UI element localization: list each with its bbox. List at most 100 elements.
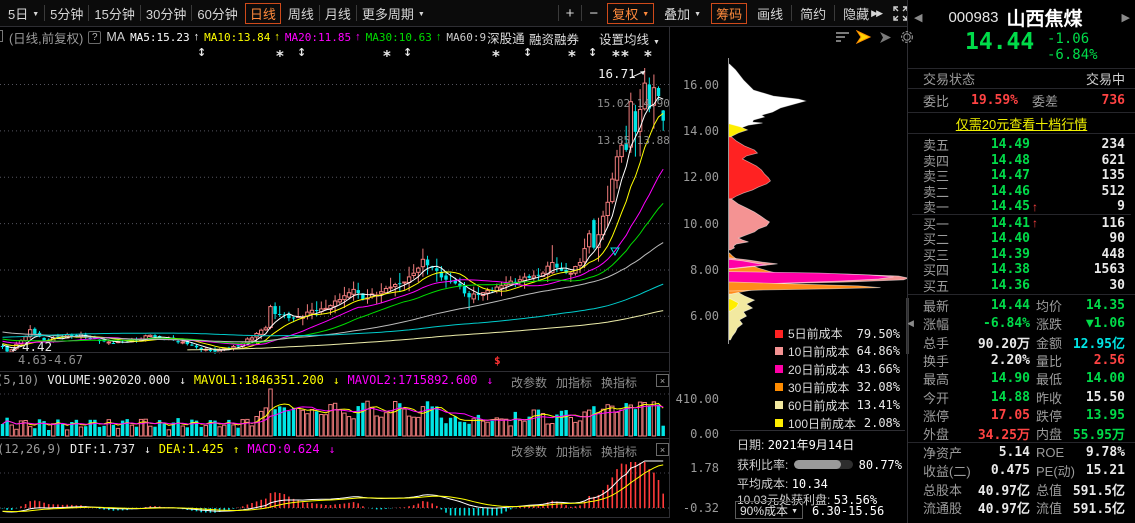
ob-level-label: 买一 <box>923 216 950 232</box>
toolbar-button-right-5[interactable]: 画线 <box>749 2 791 24</box>
event-star-marker[interactable]: * <box>383 47 391 65</box>
stat-label: 昨收 <box>1036 390 1063 406</box>
event-star-marker[interactable]: * <box>276 47 284 65</box>
event-arrow-marker[interactable]: ↕ <box>403 46 413 59</box>
ask-row-2: 卖二 14.46 512 <box>908 184 1135 200</box>
toolbar-separator <box>139 5 141 21</box>
macd-button-2[interactable]: 换指标 <box>601 445 638 459</box>
volume-value-0: VOLUME:902020.000 <box>47 373 171 387</box>
chart-mode-label: (日线,前复权) <box>9 31 84 46</box>
profit-ratio-bar <box>794 460 853 469</box>
legend-color-swatch <box>775 419 783 427</box>
tag-margin-trading[interactable]: 融资融券 <box>529 33 580 47</box>
main-chart-plot[interactable] <box>0 0 728 523</box>
stat-value: 591.5亿 <box>1072 501 1125 517</box>
ob-volume: 621 <box>1101 152 1125 168</box>
dea-line <box>2 464 664 513</box>
event-star-marker[interactable]: * <box>644 47 652 65</box>
toolbar-button-left-4[interactable]: 60分钟 <box>192 2 242 24</box>
stat-row-5: 今开 14.88 昨收 15.50 <box>908 389 1135 406</box>
stat-value: 12.95亿 <box>1072 336 1125 352</box>
trend-arrow-icon: ↑ <box>232 442 240 456</box>
event-arrow-marker[interactable]: ↕ <box>197 46 207 59</box>
next-stock-icon[interactable]: ▶ <box>1121 12 1130 24</box>
gear-icon[interactable] <box>900 30 914 44</box>
event-arrow-marker[interactable]: ↕ <box>588 46 598 59</box>
stat-label: 总值 <box>1036 482 1063 498</box>
ob-direction-arrow: ↑ <box>1032 216 1038 230</box>
toolbar-button-left-3[interactable]: 30分钟 <box>141 2 191 24</box>
ma120-line <box>2 283 664 338</box>
volume-button-2[interactable]: 换指标 <box>601 376 638 390</box>
yellow-flag-icon[interactable] <box>856 30 872 44</box>
toolbar-button-left-7[interactable]: 月线 <box>320 2 356 24</box>
fin-row-0: 净资产 5.14 ROE 9.78% <box>908 444 1135 461</box>
ask-row-1: 卖一 14.45 ↑ 9 <box>908 199 1135 215</box>
ob-price: 14.47 <box>990 168 1030 183</box>
stat-label: 金额 <box>1036 335 1063 351</box>
trend-arrow-icon: ↑ <box>274 31 280 43</box>
ma20-line <box>2 168 664 346</box>
ob-level-label: 卖五 <box>923 138 950 153</box>
cost-range-dropdown[interactable]: 90%成本 ▼ <box>735 501 803 519</box>
toolbar-button-left-1[interactable]: 5分钟 <box>45 2 88 24</box>
stat-value: 14.44 <box>990 298 1030 313</box>
chip-date-row: 日期: 2021年9月14日 <box>737 436 854 453</box>
event-star-marker[interactable]: * <box>621 47 629 65</box>
toolbar-button-right-1[interactable]: − <box>582 2 605 24</box>
event-arrow-marker[interactable]: ↕ <box>523 46 533 59</box>
chip-legend-item: 10日前成本 64.86% <box>775 343 900 360</box>
gray-flag-icon[interactable] <box>879 31 893 44</box>
toolbar-button-right-2[interactable]: 复权 ▼ <box>607 2 655 24</box>
date-label: 日期: <box>737 438 765 452</box>
bid-row-4: 买四 14.38 1563 <box>908 262 1135 278</box>
toolbar-button-left-5[interactable]: 日线 <box>244 2 281 24</box>
help-icon[interactable]: ? <box>88 30 102 44</box>
profit-ratio-label: 获利比率: <box>737 458 789 472</box>
trade-status-value: 交易中 <box>1085 72 1125 87</box>
list-icon[interactable] <box>836 31 849 43</box>
bid-row-5: 买五 14.36 30 <box>908 278 1135 294</box>
macd-button-0[interactable]: 改参数 <box>511 445 548 459</box>
profit-at-price-label: 10.03元处获利盘: <box>737 493 831 507</box>
toolbar-button-left-8[interactable]: 更多周期 ▼ <box>357 2 430 24</box>
toolbar-button-label: 隐藏 <box>843 6 870 22</box>
volume-value-2: MAVOL2:1715892.600 <box>347 373 478 387</box>
toolbar-button-left-2[interactable]: 15分钟 <box>89 2 139 24</box>
event-star-marker[interactable]: * <box>492 47 500 65</box>
volume-button-1[interactable]: 加指标 <box>556 376 593 390</box>
toolbar-button-right-3[interactable]: 叠加 ▼ <box>656 2 709 24</box>
toolbar-button-right-7[interactable]: 隐藏 ▶▶ <box>835 2 889 24</box>
close-icon[interactable]: × <box>656 374 669 387</box>
close-icon[interactable]: × <box>656 443 669 456</box>
chip-legend-item: 60日前成本 13.41% <box>775 397 900 414</box>
toolbar-button-label: 周线 <box>287 6 314 22</box>
profit-ratio-value: 80.77% <box>858 457 902 472</box>
macd-button-1[interactable]: 加指标 <box>556 445 593 459</box>
ma-settings-dropdown[interactable]: 设置均线 ▼ <box>599 29 660 48</box>
chip-legend-item: 30日前成本 32.08% <box>775 379 900 396</box>
ob-level-label: 卖二 <box>923 184 950 200</box>
toolbar-button-left-6[interactable]: 周线 <box>283 2 319 24</box>
stat-row-0: 最新 14.44 均价 14.35 <box>908 297 1135 314</box>
level2-ad-link[interactable]: 仅需20元查看十档行情 <box>955 116 1088 132</box>
toolbar-button-right-6[interactable]: 简约 <box>792 2 834 24</box>
volume-bars-up <box>9 388 657 437</box>
stat-value: 14.88 <box>990 389 1030 405</box>
volume-button-0[interactable]: 改参数 <box>511 376 548 390</box>
trend-arrow-icon: ↓ <box>179 373 186 387</box>
event-star-marker[interactable]: * <box>612 47 620 65</box>
toolbar-button-left-0[interactable]: 5日 ▼ <box>0 2 44 24</box>
toolbar-button-right-0[interactable]: + <box>559 2 582 24</box>
event-star-marker[interactable]: * <box>568 47 576 65</box>
legend-label: 10日前成本 <box>788 344 850 359</box>
macd-axis-label: 1.78 <box>690 461 719 475</box>
cost-range-value: 6.30-15.56 <box>812 504 885 518</box>
event-arrow-marker[interactable]: ↕ <box>297 46 307 59</box>
volume-axis-label: 410.00 <box>675 392 719 406</box>
prev-stock-icon[interactable]: ◀ <box>914 12 923 24</box>
stat-label: 跌停 <box>1036 408 1063 424</box>
toolbar-button-right-4[interactable]: 筹码 <box>711 2 748 24</box>
toolbar-button-label: 5分钟 <box>50 6 84 22</box>
stat-label: 量比 <box>1036 353 1063 369</box>
